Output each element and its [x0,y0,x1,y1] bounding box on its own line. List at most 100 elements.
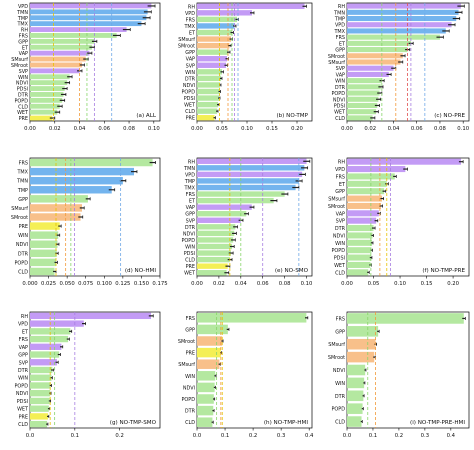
bar [197,171,303,178]
bar [197,75,221,82]
bar [197,101,218,108]
category-label: VPD [335,23,345,29]
bar [197,56,227,62]
bar [30,86,65,91]
category-label: SMsurf [11,206,28,212]
bar [30,27,127,32]
bar [197,16,237,23]
category-label: DTR [335,394,346,400]
bar [30,382,51,389]
bar [30,50,90,56]
bar [347,313,464,324]
bar [347,195,383,202]
category-label: DTR [185,225,196,231]
panel-title: (d) NO-HMI [125,268,156,274]
x-tick-label: 0.20 [447,281,459,287]
category-label: DTR [335,226,346,232]
category-label: CLD [335,270,345,276]
bar [30,390,51,397]
bar [30,33,117,38]
bar [197,165,305,171]
category-label: PRE [19,116,28,122]
category-label: VPD [18,322,28,328]
category-label: VAP [186,205,195,211]
category-label: VPD [18,4,28,10]
bar [347,15,457,22]
bar [347,188,385,195]
bar [197,256,230,263]
category-label: FRS [336,316,345,322]
x-tick-label: 0.04 [74,126,86,132]
x-tick-label: 0.1 [221,433,229,439]
bar [197,82,220,88]
category-label: RH [21,314,28,320]
category-label: PRE [186,351,195,357]
category-label: SMroot [328,204,345,210]
bar [30,335,69,343]
x-tick-label: 0.050 [60,281,76,287]
category-label: DTR [335,85,346,91]
x-tick-label: 0.00 [341,281,353,287]
category-label: FRS [186,17,195,23]
plot-frame [29,2,161,122]
chart-panel-1: VPDTMNTMPTMXRHFRSGPPETVAPSMsurfSMrootSVP… [11,2,161,132]
x-tick-label: 0.08 [434,126,446,132]
category-label: GPP [18,353,28,359]
panel-title: (e) NO-SMO [275,268,309,274]
panel-title: (b) NO-TMP [276,113,308,119]
bar [197,204,252,210]
category-label: WIN [18,376,28,382]
bar [197,211,247,217]
bar [30,374,52,381]
category-label: GPP [18,39,28,45]
chart-panel-9: FRS GPP SMsurf SMroot NDVI WIN DTR POPD CLD 0.0 0.… [328,311,470,439]
category-label: PRE [19,224,28,230]
x-tick-label: 0.06 [411,126,423,132]
bar [347,3,461,9]
category-label: TMP [17,188,28,194]
x-tick-label: 0.4 [447,433,456,439]
category-label: POPD [331,91,345,97]
bar [347,173,395,180]
bar [30,267,55,276]
category-label: ET [189,31,195,37]
bar [197,359,220,369]
category-label: TMP [334,17,345,23]
bar [347,239,372,246]
category-label: DTR [18,251,29,257]
category-label: PRE [186,264,195,270]
category-label: SMroot [11,63,28,69]
x-tick-label: 0.08 [123,126,135,132]
category-label: CLD [185,109,195,115]
x-tick-label: 0.00 [191,126,203,132]
category-label: CLD [18,422,28,428]
category-label: SMsurf [328,342,345,348]
bar [347,78,382,84]
category-label: POPD [14,98,28,104]
category-label: WIN [185,70,195,76]
category-label: SVP [336,219,345,225]
category-label: NDVI [183,83,195,89]
category-label: WET [334,263,345,269]
bar [197,197,274,204]
category-label: VAP [336,211,345,217]
bar [197,184,296,191]
category-label: WIN [18,75,28,81]
plot-frame [196,311,313,429]
bar [197,270,227,276]
category-label: VAP [336,72,345,78]
bar [30,204,82,212]
category-label: NDVI [183,385,195,391]
bar [347,22,452,28]
bar [197,36,231,42]
bar [347,416,362,427]
category-label: GPP [185,212,195,218]
category-label: TMN [333,10,345,16]
bar [30,158,153,167]
category-label: GPP [335,329,345,335]
bar [347,217,377,224]
bar [347,364,366,376]
x-tick-label: 0.05 [368,281,380,287]
category-label: WET [184,271,195,277]
